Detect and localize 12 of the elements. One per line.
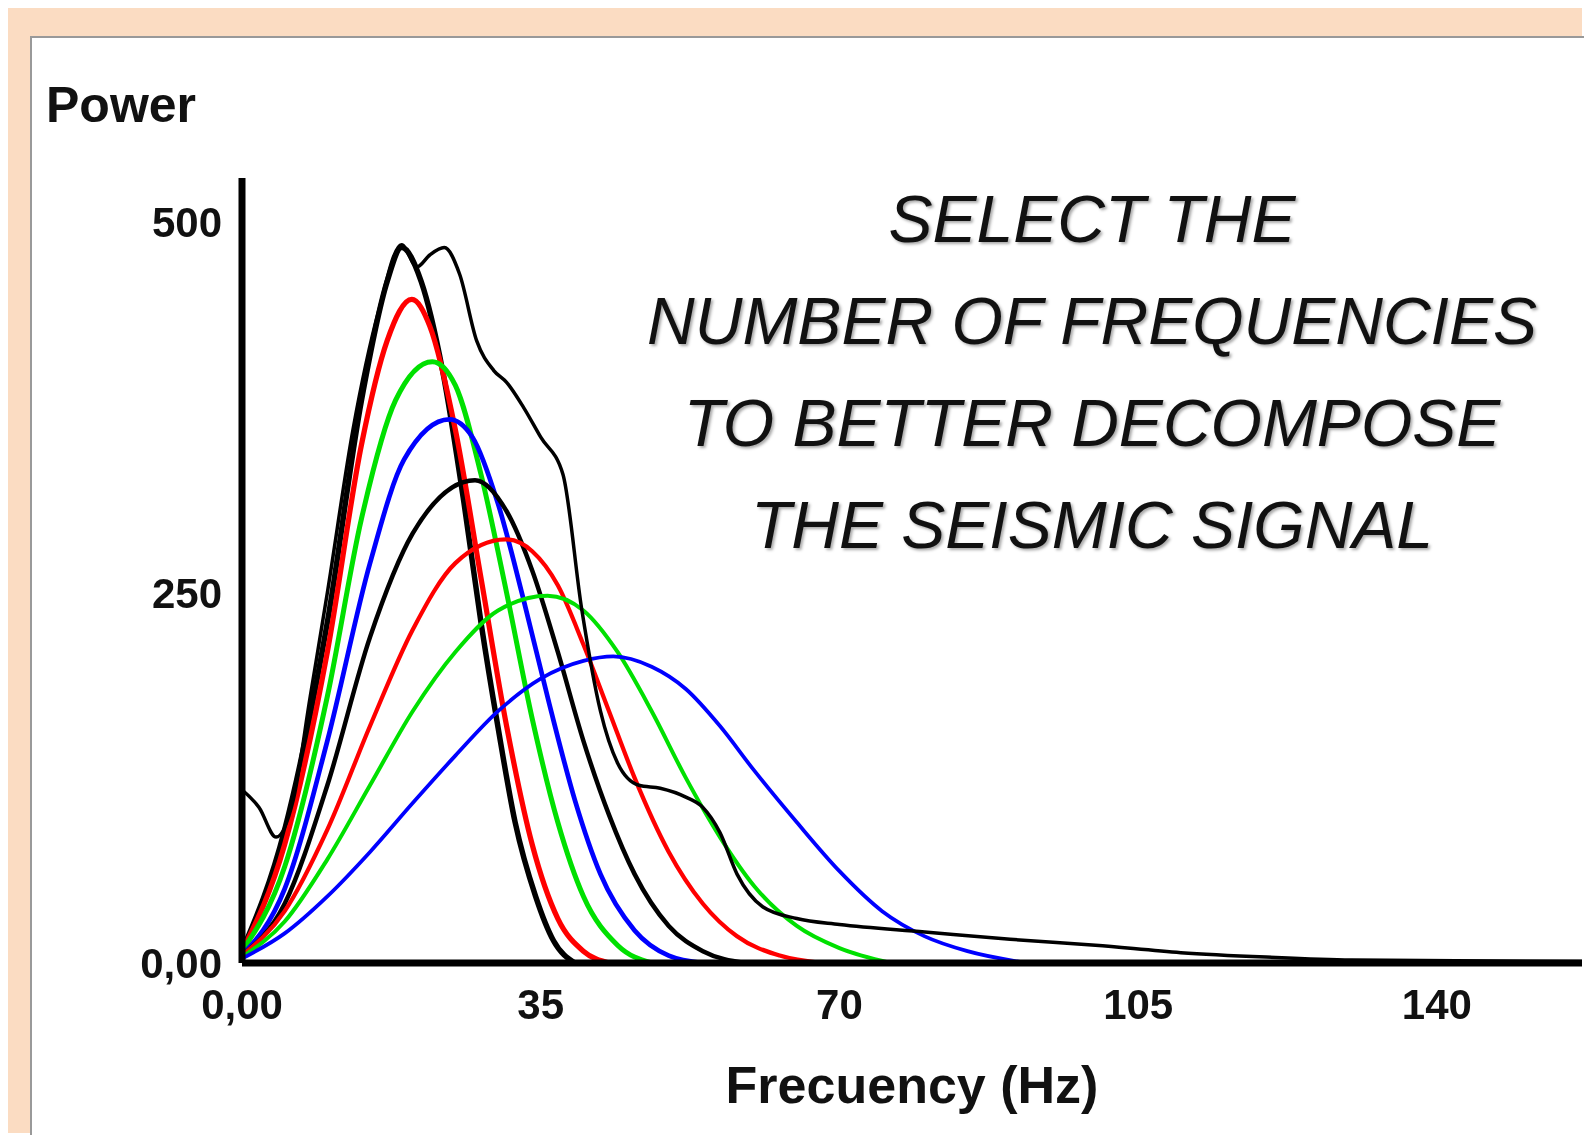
annotation: THE SEISMIC SIGNAL (749, 487, 1435, 564)
x-tick-label: 105 (1103, 980, 1174, 1028)
annotation: SELECT THE (887, 181, 1297, 258)
annotation: NUMBER OF FREQUENCIES (646, 283, 1538, 360)
x-tick-label: 70 (816, 980, 863, 1028)
x-axis-title: Frecuency (Hz) (725, 1056, 1099, 1114)
annotation: TO BETTER DECOMPOSE (682, 385, 1502, 462)
y-tick-label: 250 (151, 569, 222, 617)
y-tick-label: 500 (151, 199, 222, 247)
y-axis-title: Power (46, 76, 197, 134)
x-tick-label: 35 (517, 980, 565, 1028)
x-tick-label: 140 (1401, 980, 1472, 1028)
